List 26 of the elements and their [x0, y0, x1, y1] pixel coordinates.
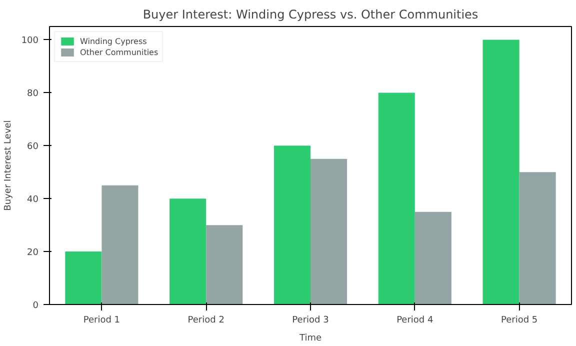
- y-tick-label: 40: [27, 195, 39, 206]
- bar: [310, 158, 348, 304]
- y-tick-label: 100: [21, 36, 39, 46]
- x-tick-label: Period 4: [396, 316, 434, 326]
- x-tick-label: Period 3: [292, 316, 329, 326]
- x-tick-label: Period 5: [500, 316, 538, 326]
- bar: [378, 92, 415, 304]
- bar: [274, 146, 310, 304]
- bar: [102, 185, 138, 304]
- bar: [206, 225, 243, 304]
- bar: [482, 40, 520, 304]
- legend-label: Other Communities: [80, 47, 158, 57]
- bar: [65, 252, 102, 304]
- bar: [170, 198, 206, 304]
- legend-label: Winding Cypress: [80, 36, 147, 46]
- x-tick-label: Period 1: [83, 316, 120, 326]
- x-tick-label: Period 2: [188, 316, 224, 326]
- chart-title: Buyer Interest: Winding Cypress vs. Other Communities: [142, 8, 478, 22]
- y-tick-label: 80: [27, 89, 39, 100]
- y-tick-label: 20: [27, 248, 39, 258]
- bar: [414, 212, 452, 304]
- x-axis-title: Time: [298, 334, 322, 344]
- y-tick-label: 60: [27, 142, 39, 152]
- y-tick-label: 0: [32, 301, 39, 311]
- y-axis-title: Buyer Interest Level: [3, 120, 14, 211]
- bar: [519, 172, 556, 304]
